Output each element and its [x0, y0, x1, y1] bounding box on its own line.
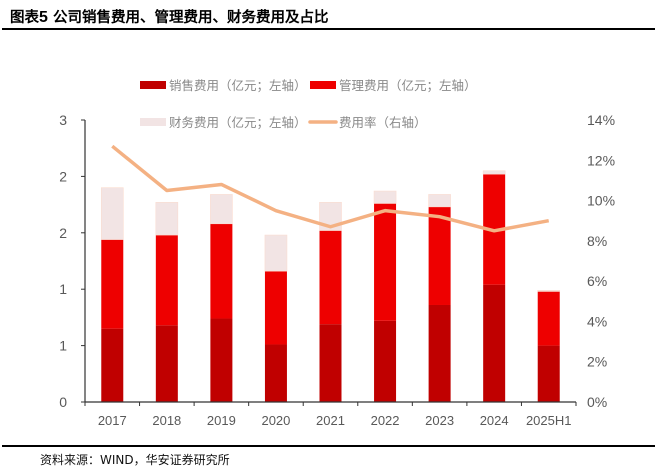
- x-tick-label: 2020: [261, 413, 290, 428]
- bar-admin-2018: [155, 235, 178, 326]
- legend-label-2: 财务费用（亿元；左轴）: [169, 115, 307, 130]
- figure-title-text: 公司销售费用、管理费用、财务费用及占比: [52, 10, 329, 26]
- figure-title-prefix: 图表: [10, 10, 39, 26]
- bar-sales-2020: [264, 344, 287, 402]
- footer-rule: [2, 445, 655, 447]
- figure-number: 5: [39, 9, 48, 26]
- right-tick-label: 4%: [587, 313, 607, 329]
- bar-sales-2024: [483, 284, 506, 402]
- bar-admin-2021: [319, 230, 342, 325]
- bar-sales-2017: [101, 328, 124, 402]
- right-tick-label: 8%: [587, 233, 607, 249]
- bar-finance-2022: [373, 190, 397, 204]
- bar-admin-2025H1: [537, 291, 560, 346]
- legend-swatch-2: [140, 118, 166, 126]
- left-tick-label: 2: [59, 225, 67, 241]
- x-tick-label: 2021: [316, 413, 345, 428]
- x-tick-label: 2018: [152, 413, 181, 428]
- bar-admin-2020: [264, 271, 287, 345]
- bar-finance-2017: [100, 187, 124, 240]
- left-tick-label: 2: [59, 168, 67, 184]
- legend-label-1: 管理费用（亿元；左轴）: [339, 78, 477, 93]
- legend-label-0: 销售费用（亿元；左轴）: [169, 78, 307, 93]
- right-tick-label: 10%: [587, 193, 615, 209]
- bar-finance-2020: [264, 234, 288, 272]
- bar-admin-2017: [101, 239, 124, 329]
- left-tick-label: 1: [59, 281, 67, 297]
- bar-finance-2023: [428, 194, 451, 208]
- bar-sales-2025H1: [537, 345, 560, 402]
- right-tick-label: 2%: [587, 354, 607, 370]
- bar-finance-2024: [482, 170, 506, 175]
- bar-finance-2018: [155, 202, 179, 236]
- bar-sales-2019: [210, 318, 233, 402]
- right-tick-label: 6%: [587, 273, 607, 289]
- bar-admin-2019: [210, 223, 233, 319]
- right-tick-label: 14%: [587, 112, 615, 128]
- right-tick-label: 12%: [587, 152, 615, 168]
- figure-title: 图表5 公司销售费用、管理费用、财务费用及占比: [10, 6, 328, 27]
- bar-sales-2021: [319, 324, 342, 402]
- x-tick-label: 2024: [480, 413, 509, 428]
- bar-finance-2019: [210, 194, 233, 225]
- bar-sales-2018: [155, 325, 178, 402]
- x-tick-label: 2022: [371, 413, 400, 428]
- x-tick-label: 2019: [207, 413, 236, 428]
- bar-finance-2025H1: [537, 290, 561, 292]
- legend-swatch-0: [140, 81, 166, 89]
- left-tick-label: 3: [59, 112, 67, 128]
- x-tick-label: 2017: [98, 413, 127, 428]
- source-note: 资料来源：WIND，华安证券研究所: [40, 453, 230, 467]
- x-tick-label: 2025H1: [526, 413, 572, 428]
- bar-admin-2022: [374, 203, 397, 321]
- left-tick-label: 1: [59, 338, 67, 354]
- bar-sales-2022: [374, 320, 397, 402]
- bar-admin-2023: [428, 206, 451, 305]
- x-tick-label: 2023: [425, 413, 454, 428]
- legend-swatch-1: [310, 81, 336, 89]
- legend-label-3: 费用率（右轴）: [339, 115, 427, 130]
- left-tick-label: 0: [59, 394, 67, 410]
- bar-sales-2023: [428, 304, 451, 402]
- title-rule: [2, 28, 655, 30]
- right-tick-label: 0%: [587, 394, 607, 410]
